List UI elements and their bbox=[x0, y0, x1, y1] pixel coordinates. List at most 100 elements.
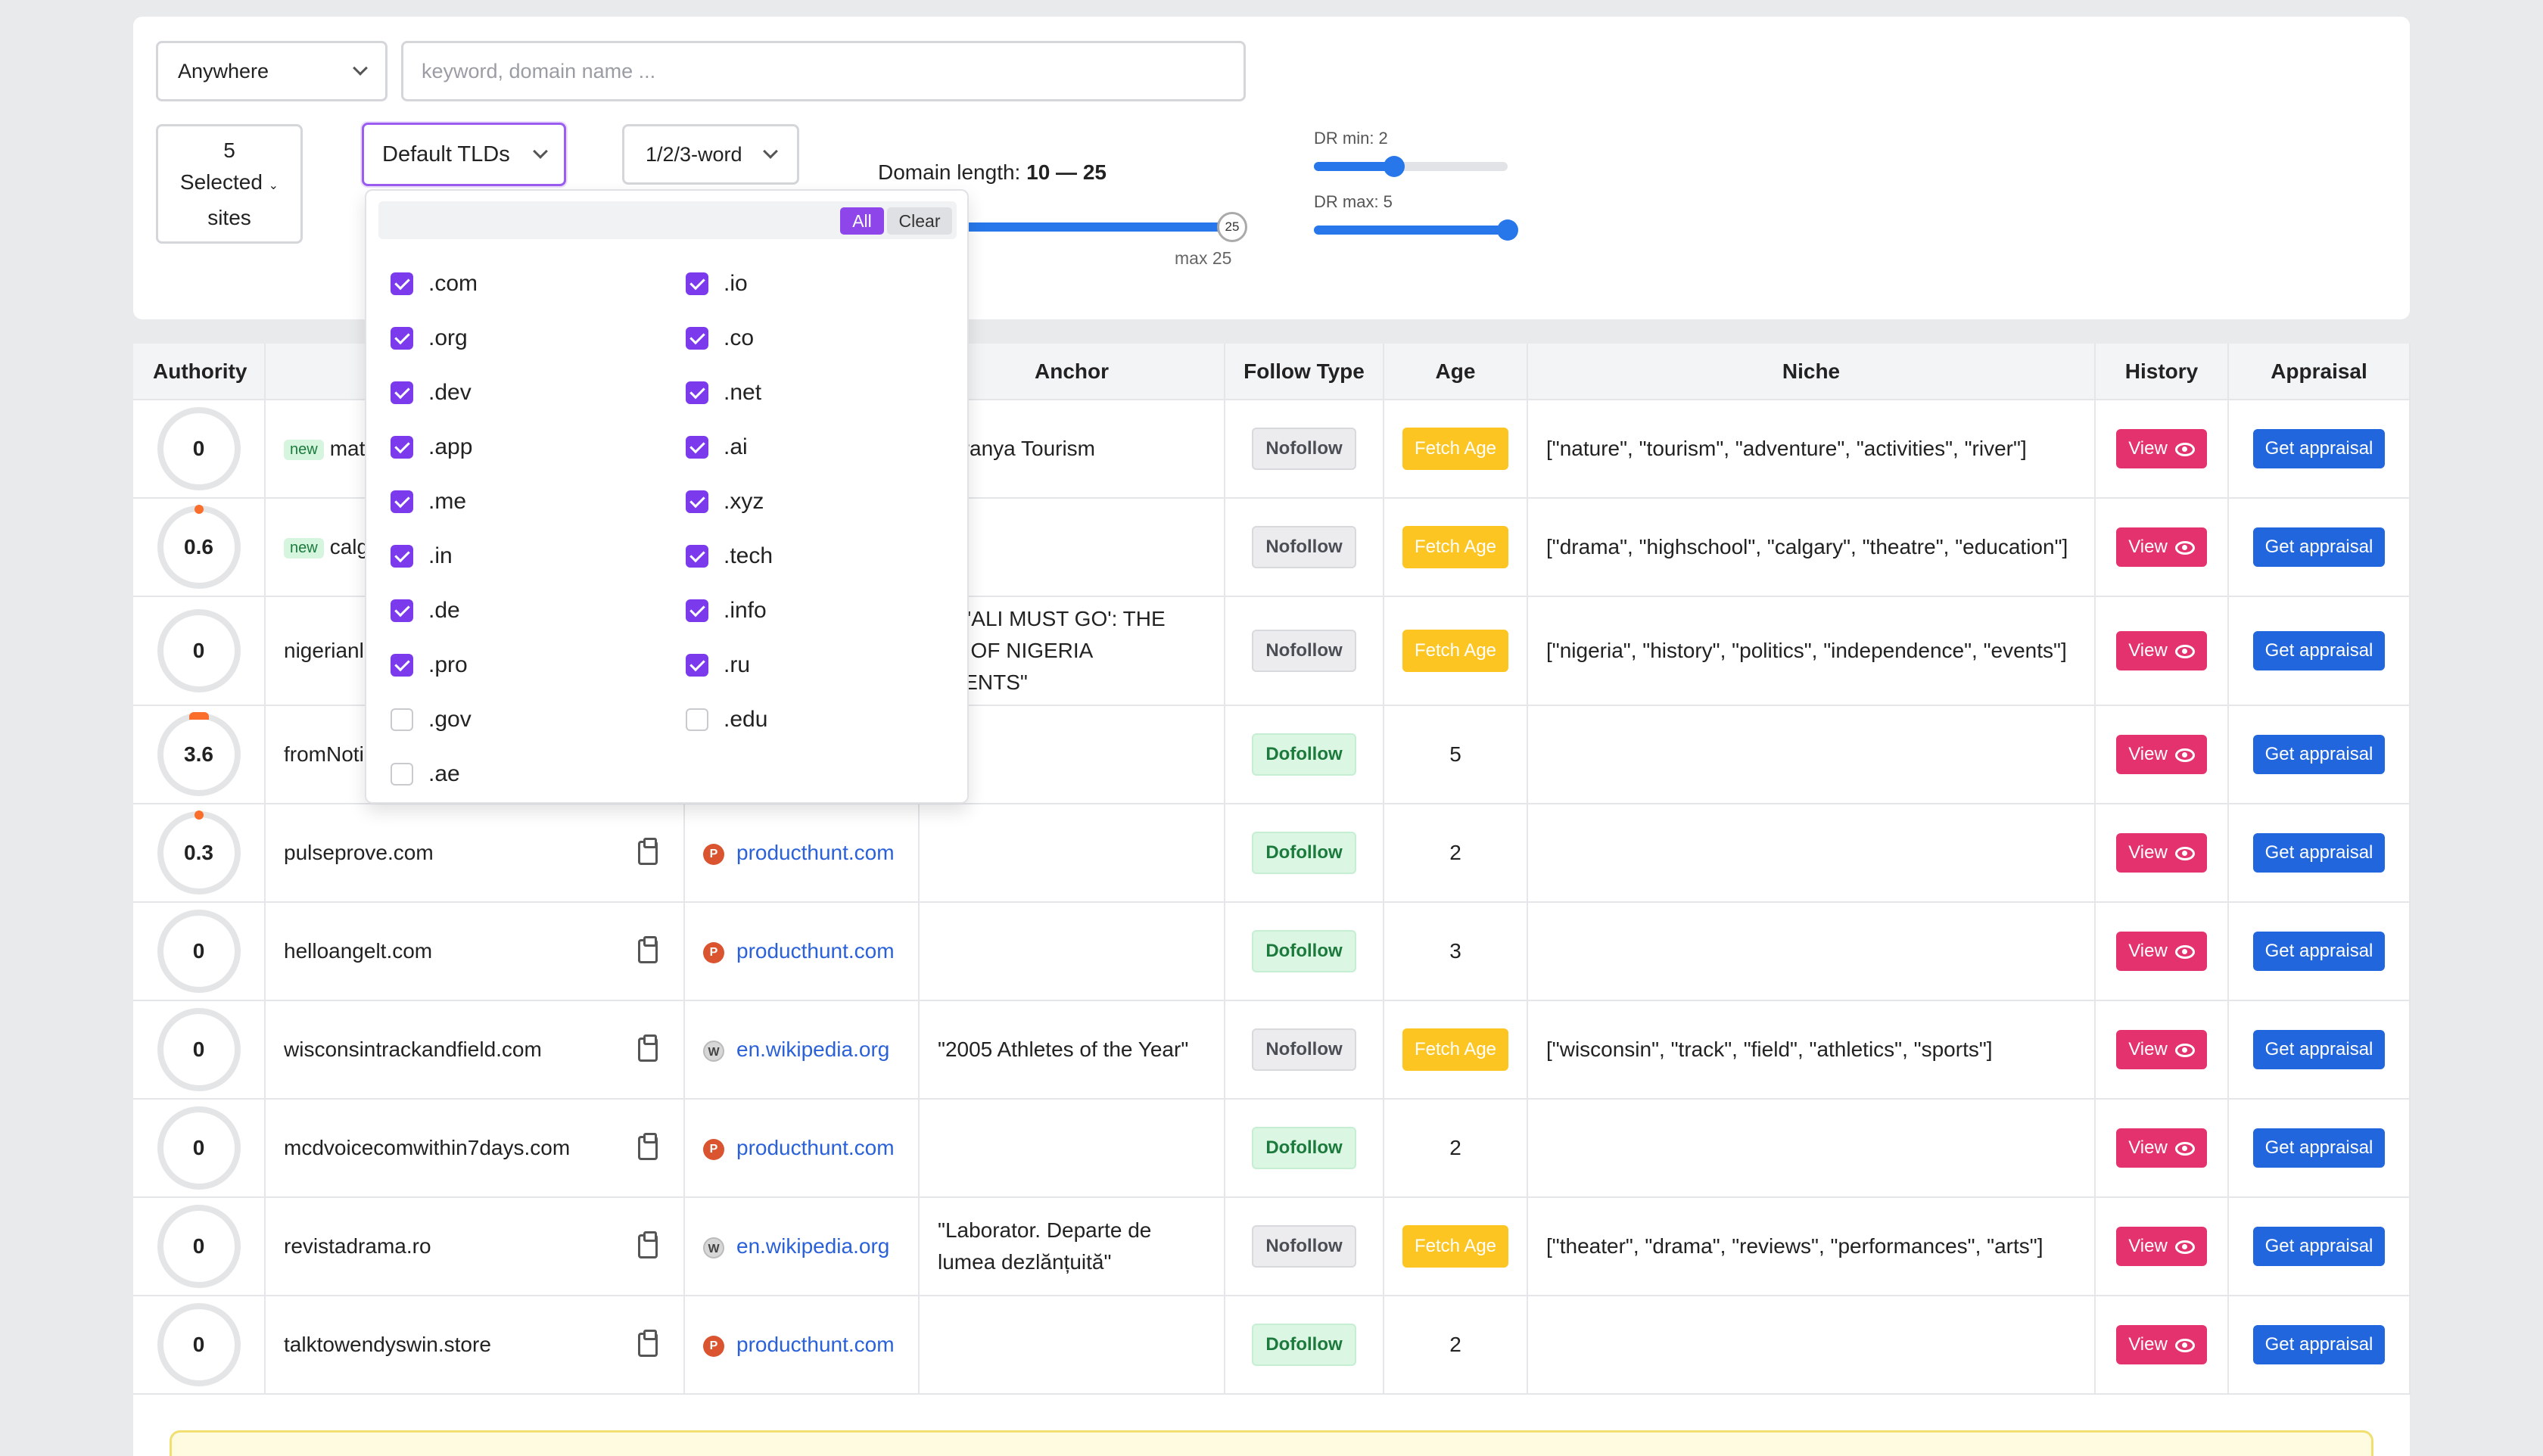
view-history-button[interactable]: View bbox=[2116, 1325, 2207, 1364]
tld-option-net[interactable]: .net bbox=[686, 380, 761, 406]
clipboard-icon[interactable] bbox=[638, 1034, 658, 1062]
dr-max-slider-fill[interactable] bbox=[1314, 226, 1508, 235]
source-link[interactable]: producthunt.com bbox=[736, 1333, 895, 1356]
tlds-select[interactable]: Default TLDs bbox=[362, 123, 566, 186]
header-history[interactable]: History bbox=[2095, 344, 2229, 400]
word-count-select[interactable]: 1/2/3-word bbox=[622, 124, 799, 185]
checkbox-checked-icon[interactable] bbox=[391, 599, 413, 622]
source-link[interactable]: en.wikipedia.org bbox=[736, 1234, 890, 1258]
site-name[interactable]: fromNoti bbox=[284, 742, 364, 766]
source-link[interactable]: en.wikipedia.org bbox=[736, 1038, 890, 1061]
header-authority[interactable]: Authority bbox=[133, 344, 266, 400]
checkbox-checked-icon[interactable] bbox=[686, 272, 708, 295]
site-name[interactable]: talktowendyswin.store bbox=[284, 1333, 491, 1356]
site-name[interactable]: helloangelt.com bbox=[284, 939, 433, 963]
tld-option-gov[interactable]: .gov bbox=[391, 707, 472, 733]
source-link[interactable]: producthunt.com bbox=[736, 939, 895, 963]
fetch-age-button[interactable]: Fetch Age bbox=[1402, 630, 1509, 672]
location-select[interactable]: Anywhere bbox=[156, 41, 388, 101]
view-history-button[interactable]: View bbox=[2116, 1030, 2207, 1069]
domain-length-max-thumb[interactable]: 25 bbox=[1217, 212, 1247, 242]
tld-option-ai[interactable]: .ai bbox=[686, 434, 748, 460]
tld-option-ru[interactable]: .ru bbox=[686, 652, 750, 678]
tld-option-tech[interactable]: .tech bbox=[686, 543, 773, 569]
view-history-button[interactable]: View bbox=[2116, 631, 2207, 670]
get-appraisal-button[interactable]: Get appraisal bbox=[2252, 527, 2386, 567]
header-age[interactable]: Age bbox=[1384, 344, 1528, 400]
site-name[interactable]: mcdvoicecomwithin7days.com bbox=[284, 1136, 571, 1159]
clipboard-icon[interactable] bbox=[638, 1231, 658, 1258]
checkbox-checked-icon[interactable] bbox=[686, 490, 708, 513]
site-name[interactable]: wisconsintrackandfield.com bbox=[284, 1038, 542, 1061]
clipboard-icon[interactable] bbox=[638, 1330, 658, 1357]
checkbox-unchecked-icon[interactable] bbox=[391, 763, 413, 786]
fetch-age-button[interactable]: Fetch Age bbox=[1402, 526, 1509, 568]
checkbox-checked-icon[interactable] bbox=[686, 436, 708, 459]
checkbox-checked-icon[interactable] bbox=[391, 545, 413, 568]
sites-select[interactable]: 5 Selected ⌄ sites bbox=[156, 124, 303, 244]
view-history-button[interactable]: View bbox=[2116, 1128, 2207, 1168]
clipboard-icon[interactable] bbox=[638, 936, 658, 963]
checkbox-checked-icon[interactable] bbox=[391, 436, 413, 459]
clear-button[interactable]: Clear bbox=[887, 207, 952, 235]
view-history-button[interactable]: View bbox=[2116, 833, 2207, 873]
keyword-search-field[interactable] bbox=[401, 41, 1246, 101]
clipboard-icon[interactable] bbox=[638, 838, 658, 865]
tld-option-in[interactable]: .in bbox=[391, 543, 453, 569]
tld-option-org[interactable]: .org bbox=[391, 325, 468, 351]
get-appraisal-button[interactable]: Get appraisal bbox=[2252, 932, 2386, 971]
tld-option-com[interactable]: .com bbox=[391, 271, 478, 297]
view-history-button[interactable]: View bbox=[2116, 735, 2207, 774]
checkbox-checked-icon[interactable] bbox=[686, 599, 708, 622]
site-name[interactable]: mat bbox=[329, 437, 366, 460]
tld-option-ae[interactable]: .ae bbox=[391, 761, 460, 787]
header-niche[interactable]: Niche bbox=[1527, 344, 2096, 400]
checkbox-checked-icon[interactable] bbox=[686, 654, 708, 677]
get-appraisal-button[interactable]: Get appraisal bbox=[2252, 631, 2386, 670]
checkbox-checked-icon[interactable] bbox=[686, 327, 708, 350]
dr-max-slider-thumb[interactable] bbox=[1497, 219, 1518, 241]
checkbox-unchecked-icon[interactable] bbox=[391, 708, 413, 731]
site-name[interactable]: pulseprove.com bbox=[284, 841, 434, 864]
fetch-age-button[interactable]: Fetch Age bbox=[1402, 428, 1509, 470]
view-history-button[interactable]: View bbox=[2116, 429, 2207, 468]
domain-length-slider-fill[interactable] bbox=[890, 222, 1231, 232]
checkbox-checked-icon[interactable] bbox=[391, 654, 413, 677]
tld-option-pro[interactable]: .pro bbox=[391, 652, 468, 678]
tld-option-xyz[interactable]: .xyz bbox=[686, 489, 764, 515]
dr-min-slider-thumb[interactable] bbox=[1384, 156, 1405, 177]
tld-option-info[interactable]: .info bbox=[686, 598, 767, 624]
header-anchor[interactable]: Anchor bbox=[919, 344, 1225, 400]
checkbox-checked-icon[interactable] bbox=[391, 327, 413, 350]
checkbox-unchecked-icon[interactable] bbox=[686, 708, 708, 731]
view-history-button[interactable]: View bbox=[2116, 932, 2207, 971]
get-appraisal-button[interactable]: Get appraisal bbox=[2252, 735, 2386, 774]
tld-option-dev[interactable]: .dev bbox=[391, 380, 472, 406]
site-name[interactable]: nigerianl bbox=[284, 639, 364, 662]
checkbox-checked-icon[interactable] bbox=[686, 381, 708, 404]
get-appraisal-button[interactable]: Get appraisal bbox=[2252, 833, 2386, 873]
view-history-button[interactable]: View bbox=[2116, 1227, 2207, 1266]
get-appraisal-button[interactable]: Get appraisal bbox=[2252, 1227, 2386, 1266]
checkbox-checked-icon[interactable] bbox=[391, 381, 413, 404]
tld-option-me[interactable]: .me bbox=[391, 489, 466, 515]
site-name[interactable]: revistadrama.ro bbox=[284, 1234, 431, 1258]
tld-option-io[interactable]: .io bbox=[686, 271, 748, 297]
get-appraisal-button[interactable]: Get appraisal bbox=[2252, 1128, 2386, 1168]
source-link[interactable]: producthunt.com bbox=[736, 1136, 895, 1159]
checkbox-checked-icon[interactable] bbox=[391, 272, 413, 295]
checkbox-checked-icon[interactable] bbox=[391, 490, 413, 513]
fetch-age-button[interactable]: Fetch Age bbox=[1402, 1028, 1509, 1071]
tld-option-edu[interactable]: .edu bbox=[686, 707, 767, 733]
get-appraisal-button[interactable]: Get appraisal bbox=[2252, 1030, 2386, 1069]
keyword-search-input[interactable] bbox=[422, 59, 1225, 83]
tld-option-de[interactable]: .de bbox=[391, 598, 460, 624]
get-appraisal-button[interactable]: Get appraisal bbox=[2252, 1325, 2386, 1364]
tld-option-app[interactable]: .app bbox=[391, 434, 472, 460]
tld-option-co[interactable]: .co bbox=[686, 325, 754, 351]
